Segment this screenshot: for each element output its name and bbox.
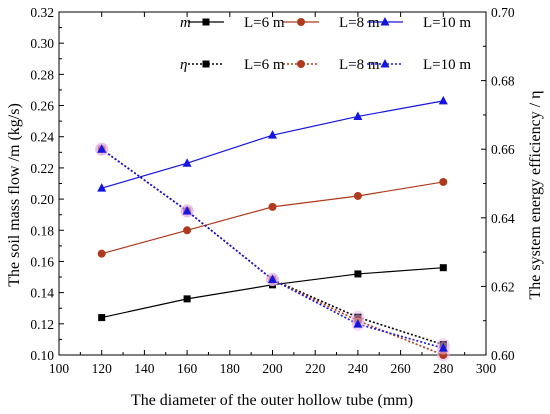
series-m-l-6-m-point <box>439 264 447 272</box>
x-tick-label: 200 <box>262 361 283 376</box>
legend-marker <box>297 60 305 68</box>
left-y-tick-label: 0.10 <box>30 348 54 363</box>
series-m-l-8-m-point <box>439 177 448 186</box>
series-eta-l-10-m-point <box>182 205 192 215</box>
x-tick-label: 120 <box>92 361 113 376</box>
right-y-tick-label: 0.64 <box>491 211 515 226</box>
legend-label-l6-eta: L=6 m <box>244 57 285 73</box>
series-eta-l-8-m <box>95 142 450 362</box>
series-eta-l-6-m-line <box>101 148 444 346</box>
left-y-tick-label: 0.14 <box>30 286 54 301</box>
left-y-tick-label: 0.16 <box>30 254 54 269</box>
x-tick-label: 300 <box>476 361 497 376</box>
legend-m-l-8-m <box>283 18 319 26</box>
legend-marker <box>380 17 390 26</box>
x-tick-label: 180 <box>220 361 241 376</box>
x-axis-title: The diameter of the outer hollow tube (m… <box>131 392 413 409</box>
left-y-tick-label: 0.18 <box>30 223 54 238</box>
series-m-l-10-m-line <box>101 100 444 189</box>
series-m-l-8-m-point <box>183 226 192 235</box>
left-y-tick-label: 0.12 <box>30 317 54 332</box>
series-m-l-10-m-point <box>438 95 448 105</box>
series-eta-l-10-m-point <box>97 144 107 153</box>
series-m-l-6-m <box>98 264 447 322</box>
series-m-l-6-m-point <box>98 314 106 322</box>
left-y-tick-label: 0.24 <box>30 130 54 145</box>
series-m-l-6-m-point <box>354 270 362 278</box>
series-eta-l-10-m-point <box>268 274 277 284</box>
legend-marker <box>202 18 210 26</box>
right-y-tick-label: 0.66 <box>491 142 515 157</box>
left-y-tick-label: 0.30 <box>30 36 54 51</box>
series-m-l-6-m-point <box>183 295 191 303</box>
legend-marks <box>188 17 403 68</box>
x-tick-label: 160 <box>177 361 198 376</box>
left-y-axis-title: The soil mass flow /m (kg/s) <box>6 103 23 287</box>
legend-label-l6-m: L=6 m <box>244 15 285 31</box>
right-y-tick-label: 0.68 <box>491 74 515 89</box>
axes-layer <box>58 11 487 356</box>
series-m-l-10-m-point <box>353 111 363 120</box>
series-m-l-8-m-point <box>353 191 362 200</box>
legend-m-l-6-m <box>188 18 224 26</box>
x-tick-label: 240 <box>348 361 369 376</box>
left-y-tick-label: 0.20 <box>30 192 54 207</box>
legend-label-l10-m: L=10 m <box>423 15 471 31</box>
legend-label-l8-eta: L=8 m <box>339 57 380 73</box>
legend-mass-flow-symbol: m <box>180 15 191 31</box>
series-eta-l-10-m <box>95 142 450 355</box>
right-y-axis-title: The system energy efficiency / η <box>527 90 544 299</box>
x-tick-label: 280 <box>433 361 454 376</box>
series-eta-l-10-m-point <box>353 319 363 328</box>
right-y-tick-label: 0.60 <box>491 348 515 363</box>
series-m-l-8-m <box>97 177 448 258</box>
series-m-l-10-m <box>97 95 448 192</box>
x-tick-label: 140 <box>134 361 155 376</box>
series-m-l-8-m-point <box>97 249 106 258</box>
legend-marker <box>380 59 390 68</box>
legend-efficiency-symbol: η <box>180 57 187 73</box>
legend-label-l8-m: L=8 m <box>339 15 380 31</box>
series-m-l-8-m-line <box>101 181 444 255</box>
left-y-tick-label: 0.22 <box>30 161 54 176</box>
x-tick-label: 100 <box>49 361 70 376</box>
x-tick-label: 260 <box>390 361 411 376</box>
legend-m-l-10-m <box>367 17 403 26</box>
legend-eta-l-10-m <box>367 59 403 68</box>
series-eta-l-10-m-line <box>101 148 444 349</box>
series-eta-l-8-m-line <box>101 148 444 356</box>
legend-label-l10-eta: L=10 m <box>423 57 471 73</box>
legend-eta-l-8-m <box>283 60 319 68</box>
tick-label-layer: 100 120 140 160 180 200 220 240 260 280 300 0.10 0.1… <box>30 5 515 376</box>
series-m-l-10-m-point <box>268 130 277 139</box>
series-m-l-8-m-point <box>268 202 277 211</box>
left-y-tick-label: 0.26 <box>30 99 54 114</box>
legend-marker <box>297 18 305 26</box>
right-y-tick-label: 0.70 <box>491 5 515 20</box>
legend-eta-l-6-m <box>188 60 224 68</box>
legend-marker <box>202 60 210 68</box>
left-y-tick-label: 0.28 <box>30 67 54 82</box>
series-eta-l-10-m-point <box>438 343 448 352</box>
right-y-tick-label: 0.62 <box>491 279 515 294</box>
legend: m η L=6 m L=8 m L=10 m L=6 m L=8 m L=10 … <box>180 15 471 73</box>
left-y-tick-label: 0.32 <box>30 5 54 20</box>
series-m-l-10-m-point <box>182 158 192 167</box>
series-m-l-10-m-point <box>97 183 107 192</box>
x-tick-label: 220 <box>305 361 326 376</box>
series-layer <box>95 95 450 362</box>
